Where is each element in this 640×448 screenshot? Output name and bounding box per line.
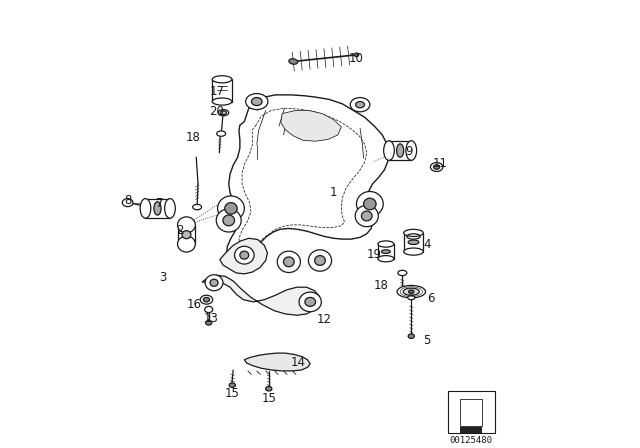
- Ellipse shape: [403, 288, 419, 295]
- Bar: [389, 141, 412, 160]
- Ellipse shape: [212, 98, 232, 105]
- Ellipse shape: [252, 98, 262, 106]
- Text: 15: 15: [225, 387, 239, 400]
- Ellipse shape: [246, 94, 268, 110]
- Ellipse shape: [305, 297, 316, 306]
- Text: 1: 1: [330, 186, 337, 199]
- Ellipse shape: [408, 240, 419, 245]
- Ellipse shape: [378, 256, 394, 262]
- Ellipse shape: [266, 387, 272, 391]
- Ellipse shape: [164, 198, 175, 218]
- Ellipse shape: [182, 231, 191, 239]
- Ellipse shape: [200, 295, 212, 304]
- Ellipse shape: [406, 141, 417, 160]
- Ellipse shape: [315, 256, 325, 265]
- Ellipse shape: [378, 241, 394, 247]
- Bar: [177, 225, 195, 244]
- Polygon shape: [244, 353, 310, 371]
- Text: 20: 20: [209, 105, 224, 118]
- Ellipse shape: [289, 59, 298, 64]
- Text: 19: 19: [367, 248, 382, 261]
- Text: 9: 9: [405, 145, 413, 159]
- Text: 2: 2: [176, 224, 184, 237]
- Ellipse shape: [350, 98, 370, 112]
- Text: 18: 18: [374, 279, 389, 292]
- Ellipse shape: [356, 102, 365, 108]
- Ellipse shape: [362, 211, 372, 221]
- Ellipse shape: [356, 191, 383, 216]
- Ellipse shape: [306, 298, 315, 306]
- Ellipse shape: [397, 285, 426, 298]
- Text: 8: 8: [124, 194, 131, 207]
- Ellipse shape: [154, 202, 161, 215]
- Ellipse shape: [240, 251, 249, 259]
- Ellipse shape: [364, 198, 376, 210]
- Ellipse shape: [408, 290, 414, 293]
- Ellipse shape: [398, 270, 407, 276]
- Ellipse shape: [404, 248, 423, 255]
- Ellipse shape: [177, 236, 195, 252]
- Text: 13: 13: [204, 312, 218, 325]
- Polygon shape: [202, 275, 319, 315]
- Text: 6: 6: [428, 292, 435, 305]
- Text: 5: 5: [423, 334, 431, 347]
- Ellipse shape: [408, 334, 414, 338]
- Polygon shape: [281, 111, 341, 141]
- Ellipse shape: [433, 165, 440, 169]
- Ellipse shape: [216, 209, 241, 232]
- Text: 10: 10: [348, 52, 363, 65]
- Ellipse shape: [212, 76, 232, 83]
- Ellipse shape: [383, 141, 394, 160]
- Ellipse shape: [225, 202, 237, 214]
- Ellipse shape: [205, 306, 212, 313]
- Text: 17: 17: [209, 85, 224, 98]
- Ellipse shape: [308, 250, 332, 271]
- Ellipse shape: [355, 53, 359, 56]
- Ellipse shape: [205, 275, 223, 291]
- Text: 11: 11: [433, 157, 448, 170]
- Polygon shape: [220, 238, 268, 274]
- Ellipse shape: [193, 204, 202, 210]
- Ellipse shape: [218, 110, 228, 116]
- Ellipse shape: [404, 229, 423, 237]
- Ellipse shape: [408, 295, 415, 300]
- Text: 00125480: 00125480: [450, 436, 493, 445]
- Bar: [212, 79, 232, 102]
- Ellipse shape: [299, 292, 321, 312]
- Ellipse shape: [300, 293, 320, 311]
- Text: 4: 4: [423, 237, 431, 250]
- Ellipse shape: [381, 250, 390, 254]
- Ellipse shape: [284, 257, 294, 267]
- Bar: [404, 233, 423, 252]
- Ellipse shape: [234, 246, 254, 264]
- Bar: [145, 198, 170, 218]
- Text: 15: 15: [261, 392, 276, 405]
- Bar: [378, 244, 394, 258]
- Polygon shape: [227, 95, 389, 261]
- Ellipse shape: [223, 215, 234, 226]
- Ellipse shape: [204, 297, 209, 302]
- Text: 12: 12: [317, 313, 332, 326]
- Ellipse shape: [218, 196, 244, 221]
- Text: 14: 14: [291, 357, 306, 370]
- Ellipse shape: [229, 383, 236, 388]
- Bar: [460, 426, 482, 433]
- Text: 7: 7: [156, 198, 163, 211]
- Text: 16: 16: [187, 297, 202, 310]
- Ellipse shape: [122, 198, 133, 207]
- Ellipse shape: [397, 144, 404, 157]
- Bar: [460, 399, 482, 426]
- Text: 3: 3: [159, 271, 167, 284]
- Ellipse shape: [220, 111, 227, 115]
- Ellipse shape: [205, 321, 212, 325]
- Ellipse shape: [177, 217, 195, 233]
- Ellipse shape: [217, 131, 226, 136]
- Ellipse shape: [140, 198, 151, 218]
- Bar: [448, 391, 495, 433]
- Ellipse shape: [277, 251, 300, 272]
- Ellipse shape: [355, 205, 378, 227]
- Ellipse shape: [210, 279, 218, 286]
- Ellipse shape: [431, 163, 443, 172]
- Text: 18: 18: [186, 131, 200, 144]
